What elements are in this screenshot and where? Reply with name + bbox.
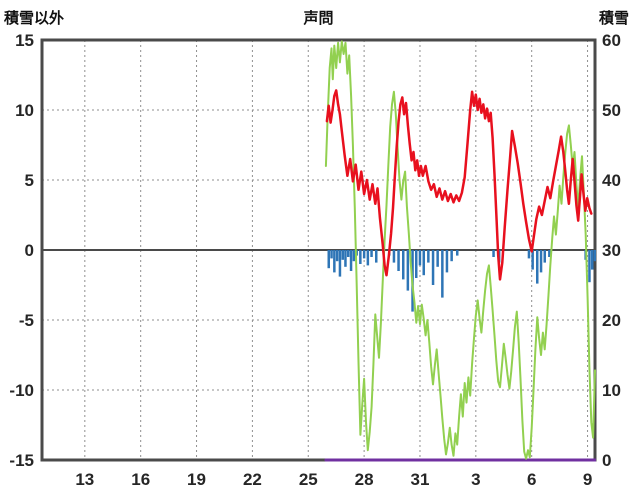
right-axis-tick-label: 30 (602, 241, 621, 260)
red-line (325, 89, 593, 281)
left-axis-tick-label: 15 (15, 31, 34, 50)
left-axis-tick-label: -10 (9, 381, 34, 400)
left-axis-tick-label: 0 (25, 241, 34, 260)
left-axis-tick-label: 5 (25, 171, 34, 190)
green-line (324, 40, 596, 460)
x-axis-tick-label: 3 (471, 470, 480, 489)
right-axis-tick-label: 20 (602, 311, 621, 330)
x-axis-tick-label: 25 (299, 470, 318, 489)
right-axis-title: 積雪 (598, 10, 629, 27)
left-axis-tick-label: -5 (19, 311, 34, 330)
x-axis-tick-label: 6 (527, 470, 536, 489)
right-axis-tick-label: 10 (602, 381, 621, 400)
x-axis-tick-label: 9 (583, 470, 592, 489)
x-axis-tick-label: 31 (411, 470, 430, 489)
left-axis-tick-label: -15 (9, 451, 34, 470)
chart-title: 声問 (303, 10, 334, 27)
x-axis-tick-label: 22 (243, 470, 262, 489)
left-axis-title: 積雪以外 (4, 10, 65, 27)
left-axis-tick-label: 10 (15, 101, 34, 120)
x-axis-tick-label: 16 (131, 470, 150, 489)
x-axis-tick-label: 19 (187, 470, 206, 489)
right-axis-tick-label: 50 (602, 101, 621, 120)
blue-bars (327, 250, 596, 312)
right-axis-tick-label: 0 (602, 451, 611, 470)
right-axis-tick-label: 40 (602, 171, 621, 190)
x-axis-tick-label: 28 (355, 470, 374, 489)
right-axis-tick-label: 60 (602, 31, 621, 50)
x-axis-tick-label: 13 (75, 470, 94, 489)
